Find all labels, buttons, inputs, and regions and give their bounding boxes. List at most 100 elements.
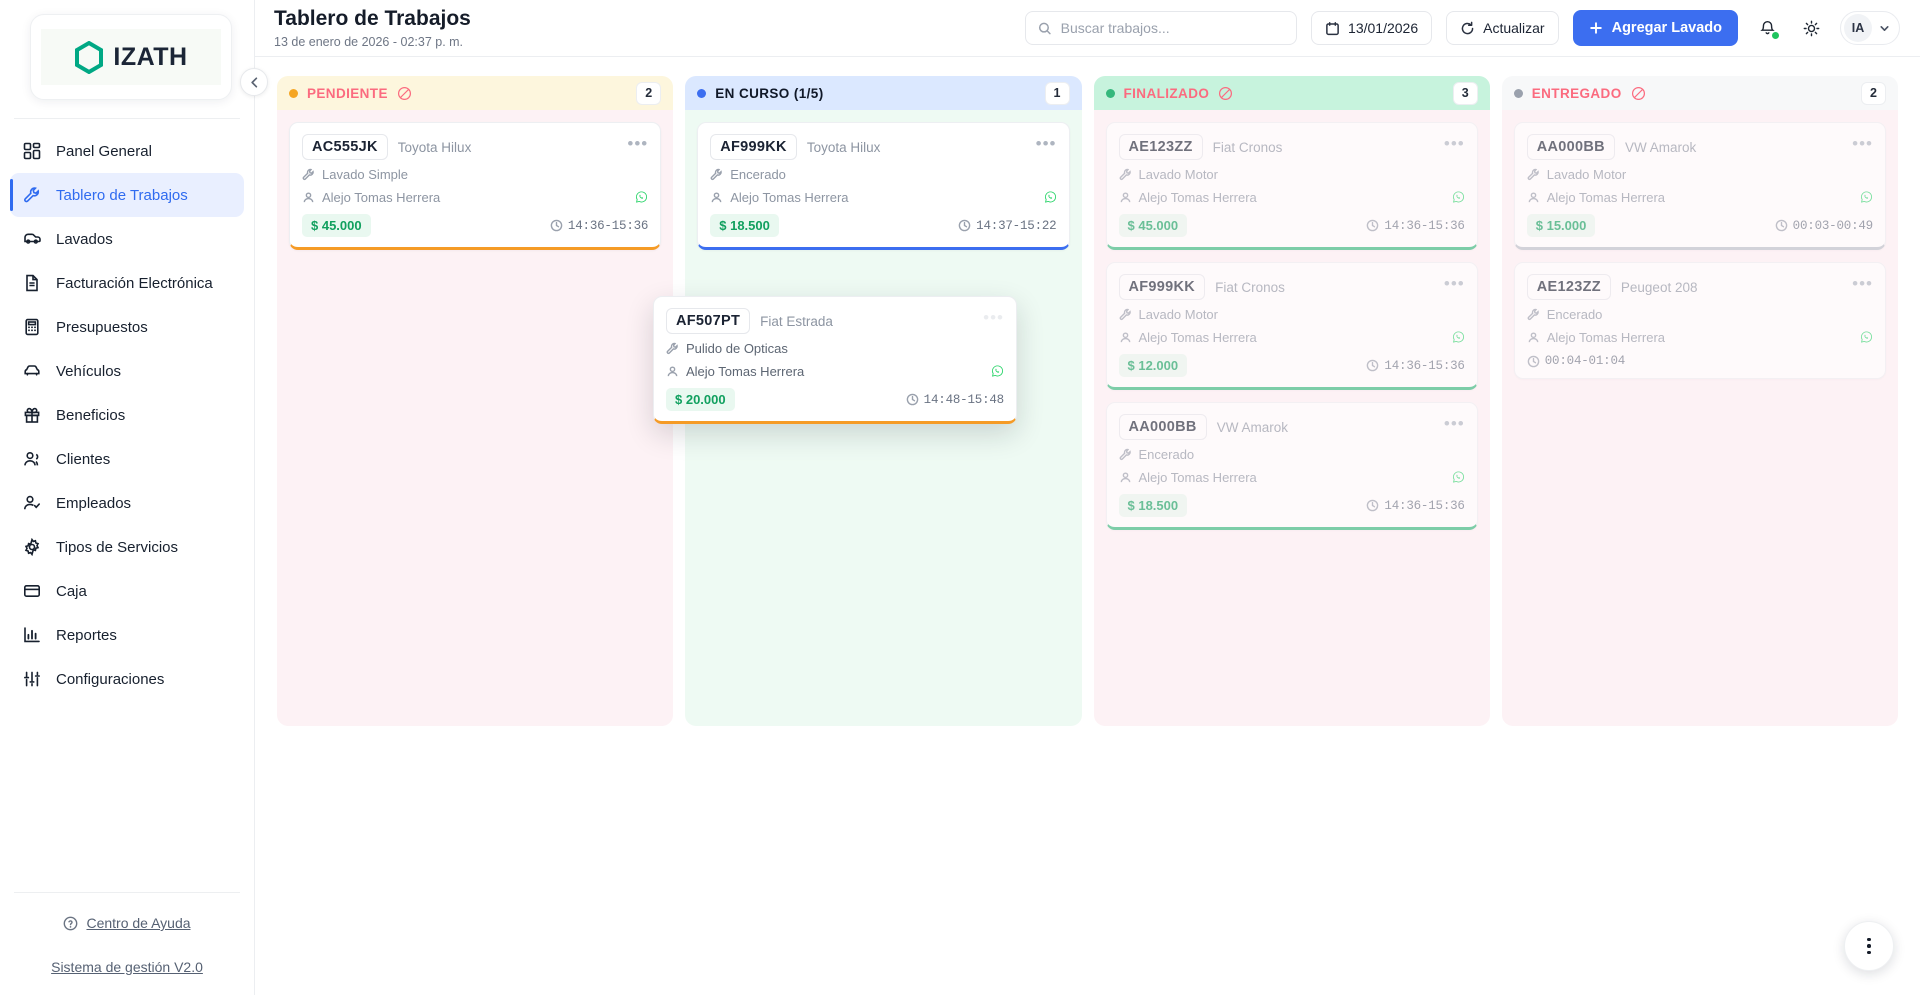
status-dot — [697, 88, 707, 98]
card-header: AE123ZZ Fiat Cronos ••• — [1118, 133, 1465, 160]
client-name: Alejo Tomas Herrera — [1138, 469, 1257, 485]
price-badge: $ 45.000 — [302, 214, 371, 237]
notifications-button[interactable] — [1752, 13, 1782, 43]
add-lavado-button[interactable]: Agregar Lavado — [1572, 10, 1738, 46]
user-check-icon — [22, 493, 42, 513]
sidebar-item-presupuestos[interactable]: Presupuestos — [10, 305, 244, 349]
theme-toggle-button[interactable] — [1796, 13, 1826, 43]
ellipsis-icon[interactable]: ••• — [1852, 273, 1873, 293]
status-dot — [1513, 88, 1523, 98]
user-menu[interactable]: IA — [1840, 11, 1900, 45]
service-line: Pulido de Opticas — [666, 341, 1004, 356]
whatsapp-icon[interactable] — [1860, 329, 1873, 345]
sidebar-item-lavados[interactable]: Lavados — [10, 217, 244, 261]
sidebar-item-caja[interactable]: Caja — [10, 569, 244, 613]
grid-icon — [22, 141, 42, 161]
service-name: Lavado Motor — [1546, 167, 1627, 182]
column-header: FINALIZADO 3 — [1093, 76, 1490, 110]
sidebar-item-tipos-de-servicios[interactable]: Tipos de Servicios — [10, 525, 244, 569]
sidebar-item-beneficios[interactable]: Beneficios — [10, 393, 244, 437]
ellipsis-icon[interactable]: ••• — [983, 307, 1004, 327]
plate-badge: AC555JK — [302, 134, 388, 160]
service-name: Encerado — [1138, 447, 1195, 462]
whatsapp-icon[interactable] — [635, 189, 648, 205]
sidebar-item-clientes[interactable]: Clientes — [10, 437, 244, 481]
user-icon — [1528, 331, 1539, 342]
time-range-label: 00:03-00:49 — [1792, 218, 1874, 233]
kanban-column-entregado: ENTREGADO 2 AA000BB VW Amarok ••• Lavad — [1501, 76, 1898, 726]
job-card[interactable]: AF999KK Toyota Hilux ••• Encerado Alejo … — [697, 122, 1070, 250]
sidebar-collapse-button[interactable] — [240, 68, 268, 96]
refresh-button[interactable]: Actualizar — [1446, 11, 1559, 45]
ellipsis-icon[interactable]: ••• — [1443, 273, 1465, 293]
sidebar-item-panel-general[interactable]: Panel General — [10, 129, 244, 173]
job-card[interactable]: AA000BB VW Amarok ••• Encerado Alejo Tom… — [1105, 402, 1478, 530]
version-link[interactable]: Sistema de gestión V2.0 — [51, 959, 203, 975]
notification-dot — [1771, 31, 1780, 40]
user-icon — [303, 191, 314, 202]
job-card[interactable]: AA000BB VW Amarok ••• Lavado Motor Alejo… — [1513, 122, 1886, 250]
card-header: AF507PT Fiat Estrada ••• — [666, 308, 1004, 334]
date-filter-button[interactable]: 13/01/2026 — [1311, 11, 1433, 45]
job-card[interactable]: AE123ZZ Fiat Cronos ••• Lavado Motor Ale… — [1105, 122, 1478, 250]
whatsapp-icon[interactable] — [1452, 189, 1465, 205]
sidebar-item-reportes[interactable]: Reportes — [10, 613, 244, 657]
column-header: PENDIENTE 2 — [277, 76, 674, 110]
whatsapp-icon[interactable] — [1452, 329, 1465, 345]
users-icon — [22, 449, 42, 469]
calculator-icon — [22, 317, 42, 337]
brand-logo: IZATH — [41, 29, 221, 85]
column-header: ENTREGADO 2 — [1501, 76, 1898, 110]
sidebar-item-tablero-de-trabajos[interactable]: Tablero de Trabajos — [10, 173, 244, 217]
client-line: Alejo Tomas Herrera — [302, 189, 648, 205]
bar-chart-icon — [22, 625, 42, 645]
client-line: Alejo Tomas Herrera — [666, 363, 1004, 379]
card-header: AF999KK Toyota Hilux ••• — [710, 134, 1056, 160]
job-card[interactable]: AF999KK Fiat Cronos ••• Lavado Motor Ale… — [1105, 262, 1478, 390]
sidebar-item-empleados[interactable]: Empleados — [10, 481, 244, 525]
top-bar: Tablero de Trabajos 13 de enero de 2026 … — [255, 0, 1920, 57]
brand-name: IZATH — [113, 42, 188, 71]
price-badge: $ 18.500 — [1118, 494, 1188, 517]
job-card[interactable]: AE123ZZ Peugeot 208 ••• Encerado Alejo T… — [1513, 262, 1886, 379]
search-input[interactable] — [1060, 20, 1285, 36]
clock-icon — [550, 219, 563, 232]
brand-logo-card[interactable]: IZATH — [30, 14, 232, 100]
user-icon — [1120, 191, 1130, 202]
service-line: Encerado — [710, 167, 1056, 182]
card-header: AA000BB VW Amarok ••• — [1526, 133, 1873, 160]
help-center-link[interactable]: Centro de Ayuda — [14, 915, 240, 931]
job-card[interactable]: AC555JK Toyota Hilux ••• Lavado Simple A… — [289, 122, 662, 250]
ellipsis-icon[interactable]: ••• — [627, 133, 649, 153]
sidebar-item-vehiculos[interactable]: Vehículos — [10, 349, 244, 393]
dragging-job-card[interactable]: AF507PT Fiat Estrada ••• Pulido de Optic… — [653, 296, 1017, 424]
sun-icon — [1803, 20, 1819, 36]
sidebar-nav: Panel General Tablero de Trabajos Lavado… — [0, 129, 254, 892]
plate-badge: AF507PT — [666, 308, 751, 334]
sidebar-item-label: Presupuestos — [56, 318, 148, 336]
client-line: Alejo Tomas Herrera — [710, 189, 1056, 205]
card-footer: $ 18.500 14:36-15:36 — [1118, 494, 1465, 517]
whatsapp-icon[interactable] — [1452, 469, 1465, 485]
column-cards[interactable]: AE123ZZ Fiat Cronos ••• Lavado Motor Ale… — [1093, 110, 1490, 726]
ellipsis-icon[interactable]: ••• — [1852, 133, 1873, 153]
floating-actions-button[interactable] — [1844, 921, 1894, 971]
card-header: AE123ZZ Peugeot 208 ••• — [1526, 273, 1873, 300]
column-title: PENDIENTE — [307, 85, 388, 101]
vehicle-model: Toyota Hilux — [397, 139, 472, 155]
no-entry-icon — [1219, 86, 1233, 100]
whatsapp-icon[interactable] — [1860, 189, 1873, 205]
sidebar-item-configuraciones[interactable]: Configuraciones — [10, 657, 244, 701]
whatsapp-icon[interactable] — [991, 363, 1004, 379]
ellipsis-icon[interactable]: ••• — [1443, 413, 1465, 433]
ellipsis-icon[interactable]: ••• — [1443, 133, 1465, 153]
sidebar-item-facturacion-electronica[interactable]: Facturación Electrónica — [10, 261, 244, 305]
ellipsis-icon[interactable]: ••• — [1035, 133, 1057, 153]
search-box[interactable] — [1025, 11, 1298, 45]
column-cards[interactable]: AC555JK Toyota Hilux ••• Lavado Simple A… — [277, 110, 674, 726]
whatsapp-icon[interactable] — [1044, 189, 1057, 205]
service-name: Lavado Motor — [1138, 307, 1219, 322]
service-name: Lavado Simple — [322, 167, 408, 182]
column-cards[interactable]: AA000BB VW Amarok ••• Lavado Motor Alejo… — [1501, 110, 1898, 726]
clock-icon — [1367, 219, 1379, 232]
